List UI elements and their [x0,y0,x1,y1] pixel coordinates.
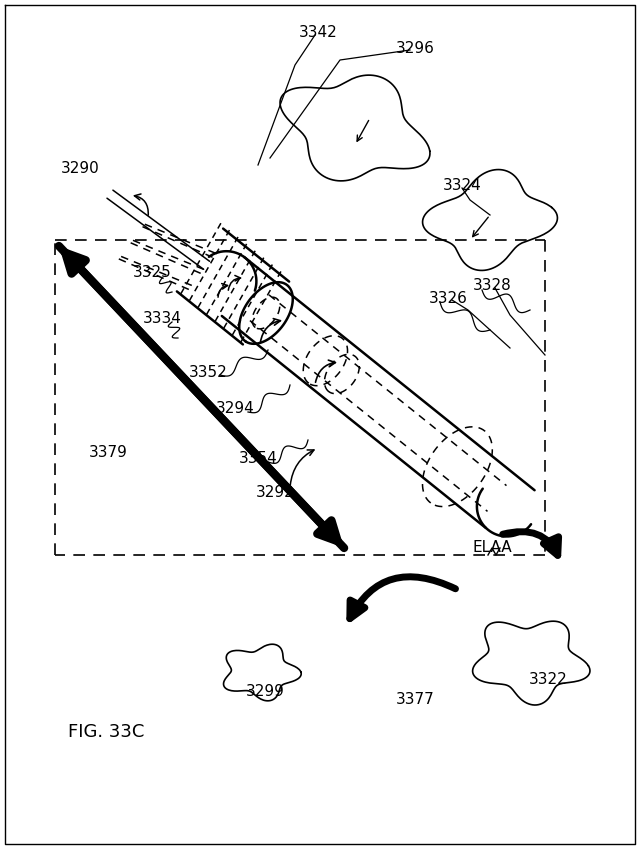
Text: 3290: 3290 [61,160,99,176]
Text: 3377: 3377 [396,693,435,707]
Text: 3296: 3296 [396,41,435,55]
Text: 3326: 3326 [429,290,467,306]
Text: 3294: 3294 [216,401,254,415]
Text: 3379: 3379 [88,445,127,459]
Text: 3328: 3328 [472,278,511,293]
Text: 3325: 3325 [132,265,172,279]
Text: 3342: 3342 [299,25,337,40]
Text: 3334: 3334 [143,311,181,325]
Text: 3322: 3322 [529,672,568,688]
Text: 3352: 3352 [189,364,227,380]
Text: ELAA: ELAA [472,541,512,555]
Text: FIG. 33C: FIG. 33C [68,723,145,741]
Text: 3299: 3299 [246,684,284,700]
Text: 3354: 3354 [239,451,277,465]
Text: 3324: 3324 [443,177,481,193]
Text: 3292: 3292 [255,485,294,499]
